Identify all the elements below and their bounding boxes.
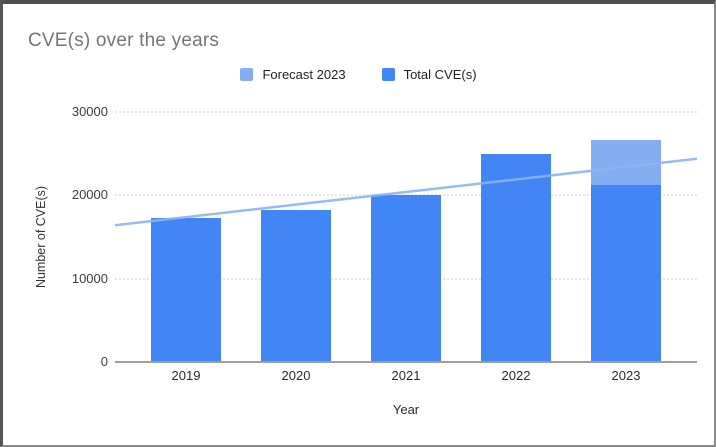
total-bar-2019 <box>151 217 221 362</box>
bar-slot-2021 <box>351 112 461 362</box>
total-bar-2023 <box>591 185 661 362</box>
x-tick-label-2021: 2021 <box>391 368 421 383</box>
trendline <box>115 157 697 227</box>
legend-label-total: Total CVE(s) <box>403 67 477 82</box>
legend-item-total: Total CVE(s) <box>381 67 477 82</box>
x-axis-line <box>115 361 697 363</box>
chart-title: CVE(s) over the years <box>28 30 220 51</box>
y-tick-label-10000: 10000 <box>71 270 108 286</box>
x-axis-title: Year <box>392 402 420 417</box>
bar-slot-2022 <box>461 112 571 362</box>
bar-slot-2020 <box>241 112 351 362</box>
forecast-swatch-icon <box>240 68 254 81</box>
total-bar-2022 <box>481 153 551 362</box>
legend-label-forecast: Forecast 2023 <box>262 67 346 82</box>
legend: Forecast 2023 Total CVE(s) <box>3 67 714 82</box>
y-tick-label-0: 0 <box>100 354 108 369</box>
total-swatch-icon <box>381 68 395 81</box>
x-tick-label-2020: 2020 <box>281 368 311 383</box>
bar-slot-2019 <box>131 112 241 362</box>
x-tick-label-2023: 2023 <box>611 368 641 383</box>
x-tick-label-2022: 2022 <box>501 368 531 383</box>
bar-slot-2023 <box>571 112 681 362</box>
x-tick-label-2019: 2019 <box>171 368 201 383</box>
x-tick-labels: 2019 2020 2021 2022 2023 <box>131 368 681 383</box>
y-tick-label-20000: 20000 <box>71 187 108 203</box>
forecast-bar-segment-2023 <box>591 140 661 186</box>
y-tick-label-30000: 30000 <box>71 104 108 119</box>
total-bar-2021 <box>371 194 441 362</box>
gridline-30000 <box>115 111 697 113</box>
plot-area <box>115 111 697 363</box>
bars-group <box>131 112 681 362</box>
legend-item-forecast: Forecast 2023 <box>240 67 346 82</box>
total-bar-2020 <box>261 209 331 362</box>
